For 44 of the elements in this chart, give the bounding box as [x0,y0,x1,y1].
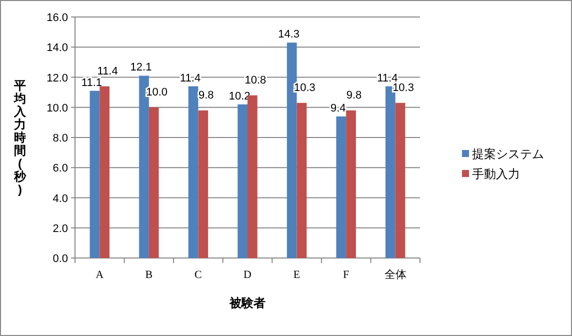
bar [395,102,406,258]
data-label: 14.3 [278,28,300,41]
bar [90,90,100,258]
bar [238,104,248,258]
bar [100,86,110,258]
bar [296,102,307,258]
y-tick-label: 2.0 [52,222,68,235]
data-label: 9.8 [346,89,362,102]
data-label: 10.8 [244,74,266,86]
x-tick-label: E [293,269,300,281]
bar [198,110,208,258]
data-label: 10.3 [392,82,414,94]
y-tick-label: 14.0 [46,42,68,54]
data-label: 11.4 [97,65,118,78]
x-tick-label: C [194,269,202,281]
x-tick-label: 全体 [384,269,406,281]
bar [248,95,258,258]
y-tick-label: 0.0 [52,253,68,265]
x-tick-label: D [244,269,252,281]
text: 平均入力時間(秒) [14,78,26,196]
x-tick-label: F [343,269,350,281]
y-tick-label: 10.0 [46,102,68,114]
data-label: 9.4 [330,102,346,114]
y-tick-label: 6.0 [52,162,68,175]
y-tick-label: 8.0 [52,132,68,144]
data-label: 12.1 [130,62,152,74]
bar [139,76,149,258]
y-tick-label: 12.0 [46,72,68,84]
legend-label: 提案システム [472,147,544,161]
bar [148,107,159,258]
bar [336,116,346,258]
data-label: 11.4 [180,72,201,84]
x-axis-title: 被験者 [228,296,266,310]
bar [386,86,396,258]
y-tick-label: 16.0 [46,12,68,24]
x-tick-label: A [96,269,104,281]
y-tick-label: 4.0 [52,192,68,205]
data-label: 11.4 [377,72,398,84]
legend-label: 手動入力 [472,167,520,181]
data-label: 9.8 [198,89,214,102]
x-tick-label: B [145,269,153,281]
bar [346,110,356,258]
bar [188,86,198,258]
data-label: 11.1 [81,76,102,89]
